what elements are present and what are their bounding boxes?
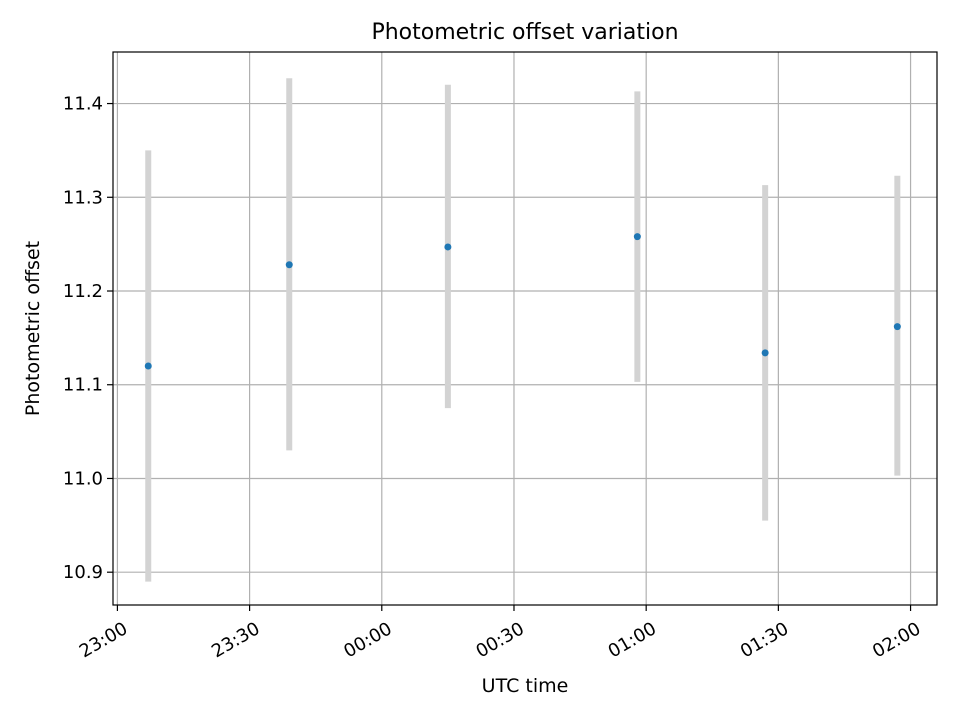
y-tick-label: 11.3 [63, 187, 103, 208]
data-point [893, 323, 901, 331]
data-point [444, 243, 452, 251]
data-points [144, 233, 901, 370]
data-point [144, 362, 152, 370]
y-axis-label: Photometric offset [22, 241, 44, 416]
y-tick-label: 11.0 [63, 468, 103, 489]
y-tick-label: 11.1 [63, 375, 103, 396]
y-tick-label: 11.4 [63, 94, 103, 115]
plot-frame [112, 51, 938, 606]
y-tick-label: 11.2 [63, 281, 103, 302]
x-axis-label: UTC time [482, 675, 569, 697]
data-point [285, 261, 293, 269]
y-axis-ticks: 10.9 11.0 11.1 11.2 11.3 11.4 [63, 94, 113, 583]
data-point [761, 349, 769, 357]
y-tick-label: 10.9 [63, 562, 103, 583]
data-point [633, 233, 641, 241]
chart-title: Photometric offset variation [371, 20, 678, 45]
grid [113, 52, 937, 605]
